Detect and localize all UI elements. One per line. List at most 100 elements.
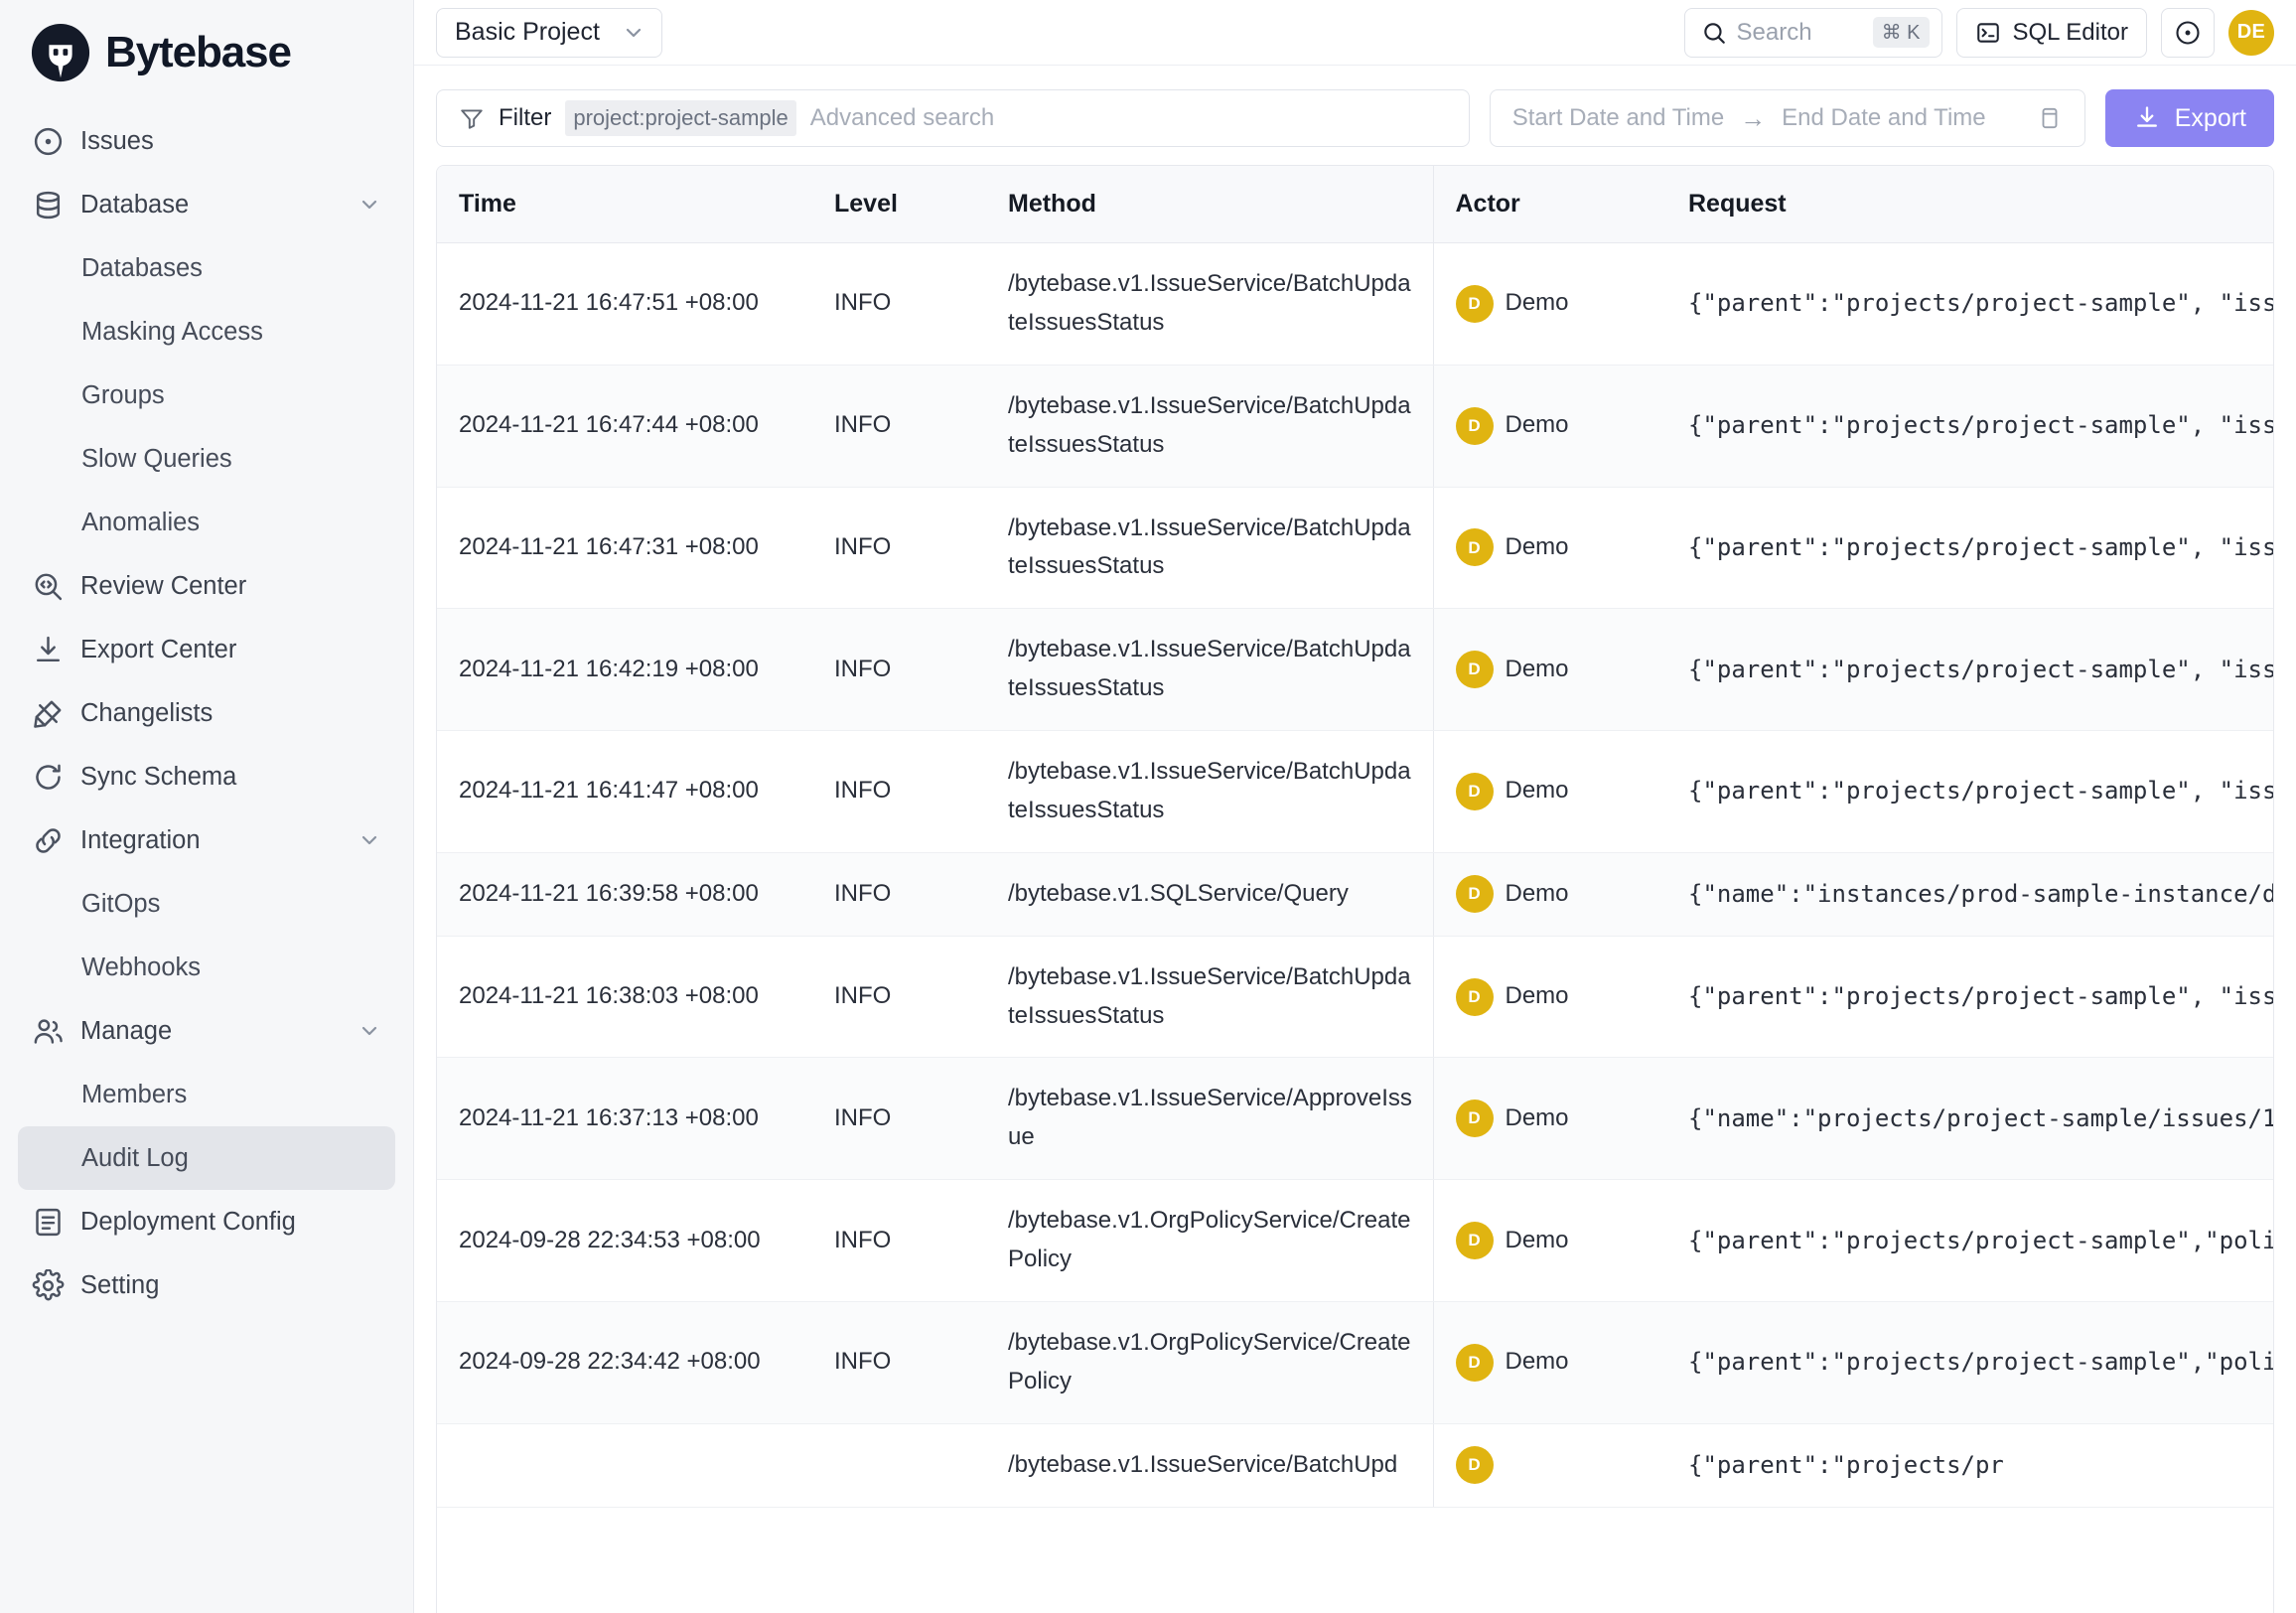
table-row[interactable]: 2024-11-21 16:47:31 +08:00 INFO/bytebase.… xyxy=(437,487,2273,610)
cell-actor: D Demo xyxy=(1432,487,1666,610)
cell-time: 2024-11-21 16:47:44 +08:00 xyxy=(437,365,812,488)
table-row[interactable]: 2024-09-28 22:34:42 +08:00 INFO/bytebase.… xyxy=(437,1301,2273,1424)
cell-level: INFO xyxy=(812,730,986,853)
cell-method: /bytebase.v1.SQLService/Query xyxy=(986,852,1433,937)
sidebar-nav: Issues Database Databases Masking Access Gro… xyxy=(18,109,395,1317)
table-row[interactable]: 2024-11-21 16:37:13 +08:00 INFO/bytebase.… xyxy=(437,1057,2273,1181)
sidebar-item-webhooks[interactable]: Webhooks xyxy=(18,936,395,999)
sidebar-item-anomalies[interactable]: Anomalies xyxy=(18,491,395,554)
column-header-method[interactable]: Method xyxy=(986,166,1433,243)
cell-actor: D Demo xyxy=(1432,365,1666,488)
cell-actor: D Demo xyxy=(1432,1057,1666,1181)
avatar[interactable]: DE xyxy=(2228,9,2274,56)
sidebar-item-groups[interactable]: Groups xyxy=(18,364,395,427)
sidebar-item-export-center[interactable]: Export Center xyxy=(18,618,395,681)
sidebar-item-label: Sync Schema xyxy=(80,762,237,791)
column-header-actor[interactable]: Actor xyxy=(1432,166,1666,243)
sidebar-item-review-center[interactable]: Review Center xyxy=(18,554,395,618)
actor-cell: D Demo xyxy=(1455,284,1648,323)
cell-method: /bytebase.v1.IssueService/BatchUpdateIss… xyxy=(986,936,1433,1059)
audit-log-table-container[interactable]: Time Level Method Actor Request 2024-11-21 1… xyxy=(436,165,2274,1613)
brand-name: Bytebase xyxy=(105,28,292,76)
sidebar: Bytebase Issues Database Databases Masking … xyxy=(0,0,414,1613)
table-row[interactable]: /bytebase.v1.IssueService/BatchUpd D {"par… xyxy=(437,1423,2273,1508)
table-row[interactable]: 2024-11-21 16:47:44 +08:00 INFO/bytebase.… xyxy=(437,365,2273,488)
sql-editor-label: SQL Editor xyxy=(2012,18,2129,46)
audit-log-table: Time Level Method Actor Request 2024-11-21 1… xyxy=(437,166,2273,1508)
advanced-search-placeholder: Advanced search xyxy=(809,104,995,131)
chevron-down-icon[interactable] xyxy=(358,1019,381,1043)
cell-actor: D Demo xyxy=(1432,936,1666,1059)
sidebar-item-database[interactable]: Database xyxy=(18,173,395,236)
advanced-search-input[interactable]: Filter project:project-sample Advanced s… xyxy=(436,89,1470,147)
help-button[interactable] xyxy=(2161,7,2215,58)
end-date-placeholder: End Date and Time xyxy=(1782,104,1986,131)
document-list-icon xyxy=(32,1206,65,1239)
column-header-time[interactable]: Time xyxy=(437,166,812,243)
table-row[interactable]: 2024-09-28 22:34:53 +08:00 INFO/bytebase.… xyxy=(437,1179,2273,1302)
filter-bar: Filter project:project-sample Advanced s… xyxy=(414,66,2296,165)
actor-cell: D xyxy=(1455,1446,1648,1485)
actor-avatar: D xyxy=(1455,651,1494,689)
cell-level: INFO xyxy=(812,936,986,1059)
actor-avatar: D xyxy=(1455,528,1494,567)
column-header-level[interactable]: Level xyxy=(812,166,986,243)
cell-method: /bytebase.v1.IssueService/BatchUpdateIss… xyxy=(986,365,1433,488)
sidebar-item-integration[interactable]: Integration xyxy=(18,808,395,872)
sidebar-item-gitops[interactable]: GitOps xyxy=(18,872,395,936)
table-body: 2024-11-21 16:47:51 +08:00 INFO/bytebase.… xyxy=(437,242,2273,1508)
sidebar-item-audit-log[interactable]: Audit Log xyxy=(18,1126,395,1190)
actor-name: Demo xyxy=(1505,532,1569,560)
table-row[interactable]: 2024-11-21 16:42:19 +08:00 INFO/bytebase.… xyxy=(437,608,2273,731)
search-icon xyxy=(1701,20,1727,46)
actor-name: Demo xyxy=(1505,1348,1569,1376)
project-selector[interactable]: Basic Project xyxy=(436,7,662,58)
sidebar-item-label: Review Center xyxy=(80,571,247,600)
table-row[interactable]: 2024-11-21 16:47:51 +08:00 INFO/bytebase.… xyxy=(437,242,2273,366)
column-header-request[interactable]: Request xyxy=(1666,166,2273,243)
cell-method: /bytebase.v1.IssueService/BatchUpdateIss… xyxy=(986,608,1433,731)
table-header: Time Level Method Actor Request xyxy=(437,166,2273,243)
actor-avatar: D xyxy=(1455,1343,1494,1382)
actor-avatar: D xyxy=(1455,1222,1494,1259)
cell-level: INFO xyxy=(812,365,986,488)
sql-editor-button[interactable]: SQL Editor xyxy=(1955,7,2147,58)
sidebar-item-changelists[interactable]: Changelists xyxy=(18,681,395,745)
actor-cell: D Demo xyxy=(1455,977,1648,1016)
table-row[interactable]: 2024-11-21 16:38:03 +08:00 INFO/bytebase.… xyxy=(437,936,2273,1059)
filter-chip-project[interactable]: project:project-sample xyxy=(565,100,796,136)
sidebar-item-issues[interactable]: Issues xyxy=(18,109,395,173)
cell-actor: D Demo xyxy=(1432,608,1666,731)
sidebar-item-members[interactable]: Members xyxy=(18,1063,395,1126)
sidebar-item-databases[interactable]: Databases xyxy=(18,236,395,300)
search-input[interactable]: Search ⌘ K xyxy=(1683,7,1942,58)
cell-actor: D Demo xyxy=(1432,1301,1666,1424)
actor-cell: D Demo xyxy=(1455,406,1648,445)
sidebar-item-sync-schema[interactable]: Sync Schema xyxy=(18,745,395,808)
cell-actor: D Demo xyxy=(1432,730,1666,853)
sidebar-item-setting[interactable]: Setting xyxy=(18,1253,395,1317)
cell-time: 2024-11-21 16:47:51 +08:00 xyxy=(437,242,812,366)
sidebar-item-label: Webhooks xyxy=(81,953,202,981)
actor-cell: D Demo xyxy=(1455,1222,1648,1260)
cell-time: 2024-11-21 16:41:47 +08:00 xyxy=(437,730,812,853)
sidebar-item-deployment-config[interactable]: Deployment Config xyxy=(18,1190,395,1253)
export-label: Export xyxy=(2174,103,2246,132)
date-range-picker[interactable]: Start Date and Time → End Date and Time xyxy=(1489,89,2085,147)
table-row[interactable]: 2024-11-21 16:41:47 +08:00 INFO/bytebase.… xyxy=(437,730,2273,853)
table-row[interactable]: 2024-11-21 16:39:58 +08:00 INFO/bytebase.… xyxy=(437,852,2273,937)
cell-method: /bytebase.v1.IssueService/BatchUpd xyxy=(986,1423,1433,1508)
calendar-icon xyxy=(2037,105,2063,131)
refresh-icon xyxy=(32,761,65,794)
sidebar-item-manage[interactable]: Manage xyxy=(18,999,395,1063)
cell-request: {"parent":"projects/project-sample","pol… xyxy=(1666,1301,2273,1424)
brand[interactable]: Bytebase xyxy=(18,0,395,103)
cell-request: {"parent":"projects/project-sample", "is… xyxy=(1666,730,2273,853)
export-button[interactable]: Export xyxy=(2104,89,2274,147)
cell-request: {"name":"projects/project-sample/issues/… xyxy=(1666,1057,2273,1181)
actor-name: Demo xyxy=(1505,879,1569,907)
chevron-down-icon[interactable] xyxy=(358,828,381,852)
sidebar-item-slow-queries[interactable]: Slow Queries xyxy=(18,427,395,491)
chevron-down-icon[interactable] xyxy=(358,193,381,217)
sidebar-item-masking-access[interactable]: Masking Access xyxy=(18,300,395,364)
